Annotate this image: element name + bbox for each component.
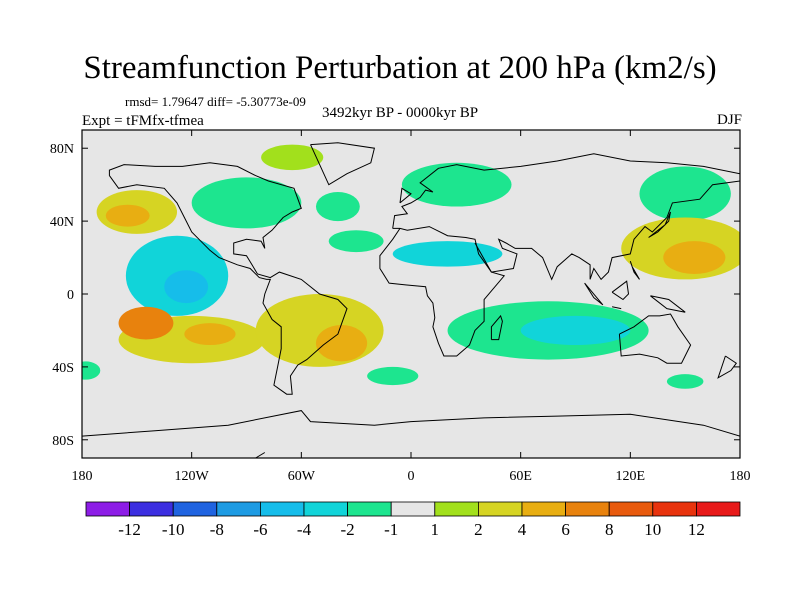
coastline-4	[379, 228, 506, 357]
y-tick-label-4: 80S	[52, 434, 74, 449]
x-tick-label-6: 180	[730, 469, 751, 484]
colorbar: -12 -10 -8 -6 -4 -2 -1 1 2 4 6 8 10 12	[85, 501, 741, 539]
colorbar-box-14	[696, 501, 741, 517]
coastline-9	[612, 306, 622, 310]
colorbar-box-3	[216, 501, 261, 517]
coastline-11	[650, 295, 686, 313]
coastline-10	[611, 280, 630, 301]
colorbar-label-6: -1	[384, 520, 398, 539]
coastline-8	[584, 282, 604, 306]
contour-region-5: Arctic pocket	[261, 144, 324, 171]
contour-region-17: W Pacific core	[663, 241, 726, 274]
colorbar-label-1: -10	[162, 520, 185, 539]
colorbar-box-9	[477, 501, 523, 517]
contour-region-15: Trop Atlantic-Africa low	[392, 241, 503, 267]
y-tick-label-2: 0	[67, 288, 74, 303]
coastline-1	[310, 142, 376, 186]
y-tick-label-3: 40S	[52, 361, 74, 376]
colorbar-label-10: 6	[561, 520, 570, 539]
x-tick-label-2: 60W	[288, 469, 316, 484]
chart-title: Streamfunction Perturbation at 200 hPa (…	[83, 50, 717, 86]
y-tick-label-0: 80N	[50, 142, 74, 157]
coastlines	[82, 142, 740, 458]
colorbar-box-0	[85, 501, 130, 517]
x-tick-label-1: 120W	[175, 469, 210, 484]
coastline-6	[618, 313, 692, 364]
contour-region-7: E Pacific low core	[164, 270, 209, 304]
contour-regions: N Atlantic dipole negative N Atlantic cyc…	[82, 144, 740, 389]
x-tick-label-5: 120E	[616, 469, 646, 484]
colorbar-label-2: -8	[210, 520, 224, 539]
contour-region-20: SE Pacific negative	[82, 361, 101, 380]
colorbar-box-12	[608, 501, 654, 517]
colorbar-label-13: 12	[688, 520, 705, 539]
stats-label: rmsd= 1.79647 diff= -5.30773e-09	[125, 94, 306, 109]
season-label: DJF	[716, 112, 742, 128]
colorbar-label-4: -4	[297, 520, 312, 539]
coastline-13	[648, 211, 671, 238]
period-label: 3492kyr BP - 0000kyr BP	[322, 105, 479, 121]
contour-region-0: N Atlantic dipole negative	[191, 177, 302, 229]
x-tick-label-3: 0	[408, 469, 415, 484]
contour-region-22: S Indian pocket	[666, 374, 704, 389]
coastline-5	[490, 314, 503, 341]
colorbar-box-4	[259, 501, 305, 517]
contour-region-14: E Asia low	[639, 166, 731, 222]
colorbar-box-5	[303, 501, 348, 517]
colorbar-label-0: -12	[118, 520, 141, 539]
colorbar-box-6	[347, 501, 392, 517]
colorbar-label-11: 8	[605, 520, 614, 539]
colorbar-box-10	[521, 501, 566, 517]
x-tick-label-4: 60E	[509, 469, 532, 484]
contour-region-9: S Pacific core	[118, 306, 174, 340]
colorbar-label-9: 4	[518, 520, 527, 539]
x-tick-label-0: 180	[72, 469, 93, 484]
contour-region-4: NW Pacific core	[105, 204, 150, 227]
contour-region-10: S Pacific edge	[184, 323, 236, 346]
experiment-label: Expt = tFMfx-tfmea	[82, 113, 204, 129]
contour-region-2: Subtropical N Atlantic	[328, 230, 384, 253]
coastline-3	[392, 180, 740, 281]
contour-region-13: Eurasia north low	[401, 162, 512, 207]
contour-region-19: Indian Ocean core	[520, 315, 631, 346]
contour-region-11: S America high	[255, 294, 384, 367]
contour-region-21: S Ocean pocket	[367, 366, 419, 386]
colorbar-box-2	[172, 501, 218, 517]
colorbar-box-8	[434, 501, 479, 517]
coastline-7	[717, 355, 738, 379]
colorbar-label-5: -2	[341, 520, 355, 539]
coastline-0	[108, 162, 348, 395]
colorbar-box-13	[652, 501, 697, 517]
y-tick-label-1: 40N	[50, 215, 74, 230]
colorbar-label-7: 1	[431, 520, 440, 539]
coastline-16	[255, 452, 266, 458]
colorbar-label-8: 2	[474, 520, 483, 539]
contour-region-12: S Atlantic high	[315, 324, 368, 362]
colorbar-label-12: 10	[644, 520, 661, 539]
colorbar-box-1	[129, 501, 174, 517]
colorbar-box-7	[390, 501, 436, 517]
colorbar-label-3: -6	[253, 520, 267, 539]
coastline-12	[629, 261, 640, 280]
coastline-2	[392, 153, 740, 229]
coastline-14	[399, 187, 412, 204]
axis-ticks: 180 120W 60W 0 60E 120E 180 80N 40N 0 40S 80S	[50, 130, 751, 484]
colorbar-box-11	[565, 501, 610, 517]
contour-region-1: N Atlantic cyclonic ridge	[315, 191, 360, 222]
coastline-15	[82, 410, 740, 437]
